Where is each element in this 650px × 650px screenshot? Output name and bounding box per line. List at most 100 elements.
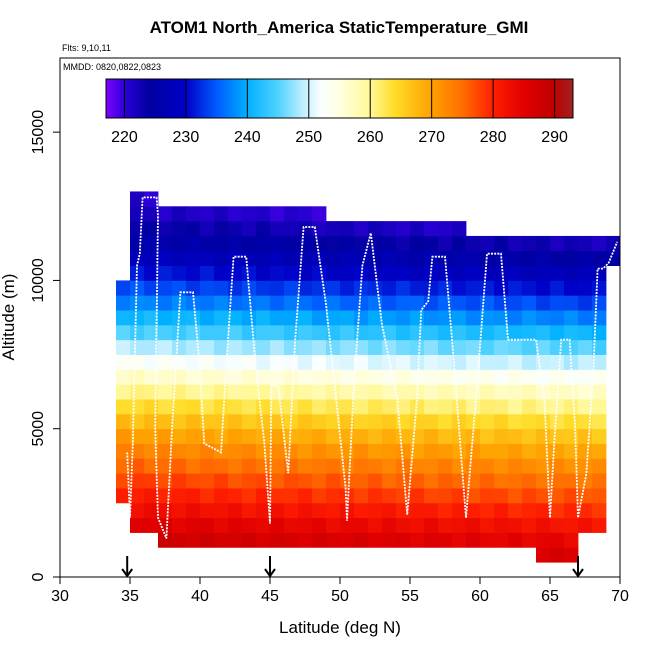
heatmap-cell (130, 354, 145, 370)
heatmap-cell (424, 354, 439, 370)
heatmap-cell (172, 295, 187, 311)
heatmap-cell (466, 369, 481, 385)
heatmap-cell (256, 369, 271, 385)
heatmap-cell (494, 339, 509, 355)
heatmap-cell (340, 532, 355, 548)
heatmap-cell (578, 488, 593, 504)
heatmap-cell (172, 399, 187, 415)
heatmap-cell (368, 428, 383, 444)
heatmap-cell (242, 502, 257, 519)
heatmap-cell (172, 532, 187, 548)
heatmap-cell (466, 458, 481, 474)
heatmap-cell (200, 428, 215, 444)
colorbar-tick-label: 220 (111, 129, 138, 146)
heatmap-cell (270, 354, 285, 370)
heatmap-cell (410, 473, 425, 489)
heatmap-cell (270, 458, 285, 474)
heatmap-cell (256, 280, 271, 296)
heatmap-cell (228, 502, 243, 519)
heatmap-cell (410, 488, 425, 504)
heatmap-cell (186, 235, 201, 252)
heatmap-cell (298, 250, 313, 266)
heatmap-cell (452, 295, 467, 311)
heatmap-cell (508, 443, 523, 459)
heatmap-cell (564, 339, 579, 355)
heatmap-cell (312, 413, 327, 430)
heatmap-cell (130, 458, 145, 474)
heatmap-cell (578, 428, 593, 444)
heatmap-cell (578, 443, 593, 459)
heatmap-cell (508, 369, 523, 385)
heatmap-cell (354, 354, 369, 370)
heatmap-cell (130, 517, 145, 533)
heatmap-cell (354, 295, 369, 311)
heatmap-cell (452, 354, 467, 370)
heatmap-cell (284, 517, 299, 533)
heatmap-cell (228, 221, 243, 237)
heatmap-cell (578, 413, 593, 430)
heatmap-cell (228, 280, 243, 296)
heatmap-cell (452, 280, 467, 296)
heatmap-cell (522, 369, 537, 385)
heatmap-cell (480, 295, 495, 311)
heatmap-cell (228, 413, 243, 430)
heatmap-cell (256, 310, 271, 326)
heatmap-cell (578, 339, 593, 355)
heatmap-cell (228, 369, 243, 385)
heatmap-cell (312, 206, 327, 222)
heatmap-cell (508, 473, 523, 489)
heatmap-cell (494, 369, 509, 385)
heatmap-cell (480, 399, 495, 415)
heatmap-cell (382, 443, 397, 459)
heatmap-cell (200, 502, 215, 519)
heatmap-cell (172, 413, 187, 430)
heatmap-cell (116, 443, 131, 459)
heatmap-cell (326, 354, 341, 370)
x-tick-label: 55 (401, 588, 419, 605)
heatmap-cell (522, 458, 537, 474)
heatmap-cell (242, 339, 257, 355)
heatmap-cell (438, 369, 453, 385)
heatmap-cell (452, 502, 467, 519)
heatmap-cell (172, 517, 187, 533)
heatmap-cell (312, 517, 327, 533)
heatmap-cell (466, 399, 481, 415)
heatmap-cell (144, 235, 159, 252)
heatmap-cell (410, 458, 425, 474)
heatmap-cell (284, 488, 299, 504)
heatmap-cell (564, 473, 579, 489)
heatmap-cell (228, 310, 243, 326)
heatmap-cell (256, 324, 271, 341)
heatmap-cell (438, 532, 453, 548)
heatmap-cell (480, 310, 495, 326)
heatmap-cell (186, 369, 201, 385)
heatmap-cell (466, 354, 481, 370)
heatmap-cell (592, 250, 607, 266)
heatmap-cell (130, 221, 145, 237)
heatmap-cell (256, 235, 271, 252)
heatmap-cell (452, 324, 467, 341)
heatmap-cell (326, 384, 341, 400)
heatmap-cell (480, 280, 495, 296)
heatmap-cell (466, 324, 481, 341)
heatmap-cell (116, 428, 131, 444)
heatmap-cell (158, 399, 173, 415)
heatmap-cell (424, 502, 439, 519)
dates-label: MMDD: 0820,0822,0823 (63, 62, 161, 72)
heatmap-cell (228, 206, 243, 222)
heatmap-cell (606, 235, 621, 252)
heatmap-cell (508, 413, 523, 430)
heatmap-cell (368, 369, 383, 385)
heatmap-cell (424, 384, 439, 400)
heatmap-cell (382, 428, 397, 444)
heatmap-cell (466, 250, 481, 266)
heatmap-cell (452, 235, 467, 252)
heatmap-cell (186, 532, 201, 548)
heatmap-cell (284, 473, 299, 489)
heatmap-cell (340, 473, 355, 489)
heatmap-cell (214, 399, 229, 415)
heatmap-cell (424, 473, 439, 489)
heatmap-cell (270, 369, 285, 385)
heatmap-cell (298, 265, 313, 281)
